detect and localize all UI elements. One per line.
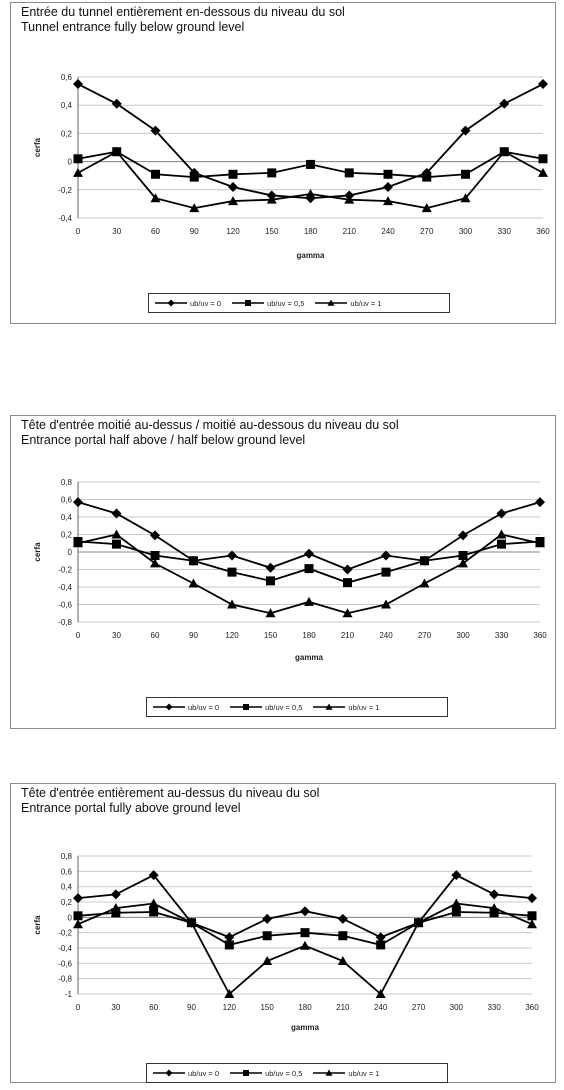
legend-item: ub/uv = 0 xyxy=(154,298,221,308)
legend-label: ub/uv = 1 xyxy=(350,298,382,308)
legend-marker-triangle xyxy=(325,1069,333,1076)
legend-swatch xyxy=(230,704,263,710)
legend-marker-square xyxy=(245,300,252,306)
chart-subtitle: Entrance portal fully above ground level xyxy=(21,801,241,815)
chart-panel: Tête d'entrée moitié au-dessus / moitié … xyxy=(10,415,556,729)
legend-marker-square xyxy=(243,1070,250,1076)
legend-swatch xyxy=(232,300,265,306)
chart-legend: ub/uv = 0 ub/uv = 0,5 ub/uv = 1 xyxy=(146,1063,448,1083)
chart-title: Tête d'entrée moitié au-dessus / moitié … xyxy=(21,418,399,432)
legend-marker-square xyxy=(243,704,250,710)
legend-marker-diamond xyxy=(165,703,173,711)
chart-legend: ub/uv = 0 ub/uv = 0,5 ub/uv = 1 xyxy=(146,697,448,717)
legend-item: ub/uv = 1 xyxy=(314,298,381,308)
chart-title: Entrée du tunnel entièrement en-dessous … xyxy=(21,5,345,19)
legend-item: ub/uv = 0 xyxy=(152,1068,219,1078)
legend-item: ub/uv = 1 xyxy=(312,702,379,712)
legend-item: ub/uv = 1 xyxy=(312,1068,379,1078)
legend-label: ub/uv = 0 xyxy=(190,298,222,308)
legend-marker-triangle xyxy=(325,703,333,710)
chart-panel: Entrée du tunnel entièrement en-dessous … xyxy=(10,2,556,324)
legend-swatch xyxy=(153,1069,185,1077)
legend-label: ub/uv = 0,5 xyxy=(265,1068,303,1078)
legend-label: ub/uv = 1 xyxy=(348,702,380,712)
chart-title: Tête d'entrée entièrement au-dessus du n… xyxy=(21,786,320,800)
chart-subtitle: Tunnel entrance fully below ground level xyxy=(21,20,245,34)
chart-panel: Tête d'entrée entièrement au-dessus du n… xyxy=(10,783,556,1083)
legend-marker-diamond xyxy=(165,1069,173,1077)
legend-label: ub/uv = 0 xyxy=(188,702,220,712)
legend-label: ub/uv = 0 xyxy=(188,1068,220,1078)
legend-marker-diamond xyxy=(167,299,175,307)
chart-legend: ub/uv = 0 ub/uv = 0,5 ub/uv = 1 xyxy=(148,293,450,313)
legend-item: ub/uv = 0,5 xyxy=(229,1068,302,1078)
chart-subtitle: Entrance portal half above / half below … xyxy=(21,433,306,447)
legend-item: ub/uv = 0 xyxy=(152,702,219,712)
legend-swatch xyxy=(313,703,346,710)
legend-marker-triangle xyxy=(327,299,335,306)
legend-label: ub/uv = 1 xyxy=(348,1068,380,1078)
legend-item: ub/uv = 0,5 xyxy=(231,298,304,308)
legend-swatch xyxy=(313,1069,346,1076)
legend-swatch xyxy=(315,299,348,306)
legend-swatch xyxy=(230,1070,263,1076)
legend-swatch xyxy=(153,703,185,711)
legend-swatch xyxy=(155,299,187,307)
legend-label: ub/uv = 0,5 xyxy=(265,702,303,712)
legend-item: ub/uv = 0,5 xyxy=(229,702,302,712)
legend-label: ub/uv = 0,5 xyxy=(267,298,305,308)
